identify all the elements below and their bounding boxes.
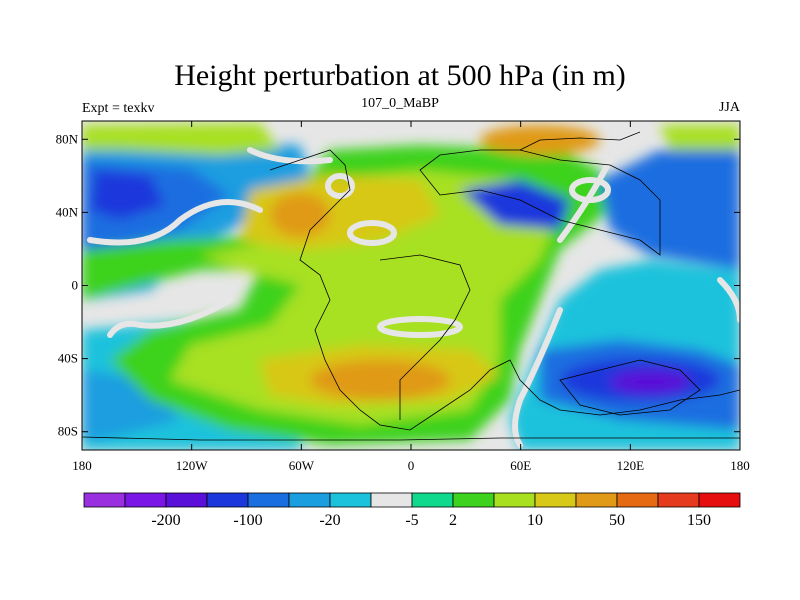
- coastline-americas-south: [269, 149, 740, 431]
- contour-ring-3: [377, 316, 463, 338]
- y-tick-label: 0: [72, 278, 79, 293]
- field-yellow-green-northwest: [82, 123, 280, 155]
- colorbar-label: 150: [687, 512, 711, 529]
- colorbar-swatch: [698, 492, 741, 508]
- experiment-label: Expt = texkv: [82, 101, 155, 116]
- x-tick-label: 120E: [617, 458, 645, 473]
- colorbar-label: -20: [319, 512, 340, 529]
- coastline-arctic: [519, 131, 641, 151]
- map-axes: 180 120W 60W 0 60E 120E 180 80N 40N 0 40S 80S: [56, 121, 750, 473]
- contour-band-2: [107, 297, 233, 338]
- colorbar-label: -5: [405, 512, 418, 529]
- colorbar-swatch: [452, 492, 495, 508]
- x-tick-label: 60W: [289, 458, 315, 473]
- colorbar-swatch: [165, 492, 208, 508]
- field-dark-blue-europe: [460, 180, 570, 230]
- field-yellow-green-arctic-east: [660, 125, 740, 150]
- coastline-eurasia: [419, 149, 661, 256]
- y-tick-label: 80N: [56, 131, 79, 146]
- contour-ring-1: [347, 220, 397, 246]
- contour-field: [82, 121, 740, 450]
- colorbar-label: 2: [449, 512, 457, 529]
- period-label: 107_0_MaBP: [361, 96, 439, 111]
- coastline-antarctica: [82, 436, 740, 441]
- field-dark-blue-northwest: [90, 170, 165, 220]
- colorbar-swatch: [370, 492, 413, 508]
- colorbar-label: -200: [151, 512, 180, 529]
- contour-ring-4: [569, 177, 611, 203]
- colorbar-label: 10: [527, 512, 543, 529]
- field-orange-north: [270, 193, 330, 237]
- coastline-australia: [559, 359, 701, 416]
- contour-ring-2: [325, 173, 355, 199]
- colorbar-swatch: [575, 492, 618, 508]
- contour-band-5: [247, 147, 333, 165]
- colorbar-swatch: [124, 492, 167, 508]
- field-blue-northeast: [600, 150, 740, 270]
- coastline-africa-west: [379, 254, 471, 420]
- contour-band-1: [87, 199, 263, 246]
- contour-band-3: [512, 307, 563, 448]
- colorbar-swatch: [616, 492, 659, 508]
- x-tick-label: 120W: [176, 458, 209, 473]
- colorbar-label: -100: [233, 512, 262, 529]
- x-tick-label: 0: [408, 458, 415, 473]
- field-orange-south: [310, 360, 450, 400]
- x-tick-label: 60E: [510, 458, 531, 473]
- x-tick-label: 180: [72, 458, 92, 473]
- season-label: JJA: [718, 100, 740, 115]
- colorbar-swatch: [329, 492, 372, 508]
- y-tick-label: 40S: [58, 351, 78, 366]
- colorbar-swatch: [411, 492, 454, 508]
- x-tick-label: 180: [730, 458, 750, 473]
- colorbar-swatch: [288, 492, 331, 508]
- zero-contours: [87, 147, 740, 448]
- coastlines: [82, 131, 740, 441]
- y-tick-label: 40N: [56, 204, 79, 219]
- map-title: Height perturbation at 500 hPa (in m): [174, 59, 626, 92]
- colorbar-swatch: [247, 492, 290, 508]
- colorbar-swatch: [657, 492, 700, 508]
- colorbar: -200 -100 -20 -5 2 10 50 150: [83, 492, 741, 529]
- field-violet-southeast: [610, 370, 690, 394]
- colorbar-swatch: [493, 492, 536, 508]
- colorbar-swatch: [83, 492, 126, 508]
- colorbar-swatch: [534, 492, 577, 508]
- colorbar-swatch: [206, 492, 249, 508]
- colorbar-label: 50: [609, 512, 625, 529]
- y-tick-label: 80S: [58, 424, 78, 439]
